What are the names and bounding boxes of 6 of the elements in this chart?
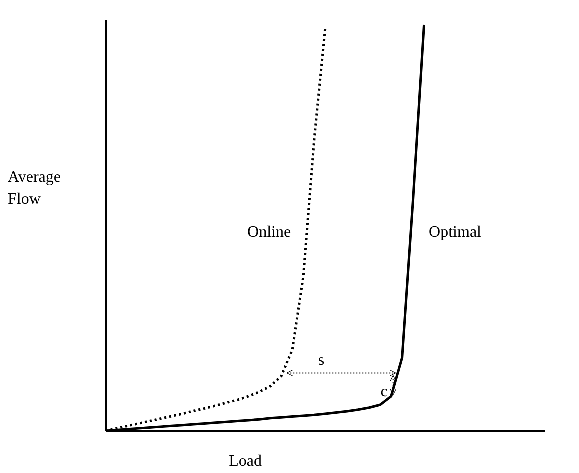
annotation: c xyxy=(380,383,388,400)
annotation: s xyxy=(318,352,325,370)
series-label: Online xyxy=(248,224,292,242)
y-axis-title: Average Flow xyxy=(8,169,61,208)
series-label: Optimal xyxy=(429,224,482,242)
x-axis-title: Load xyxy=(229,453,262,470)
